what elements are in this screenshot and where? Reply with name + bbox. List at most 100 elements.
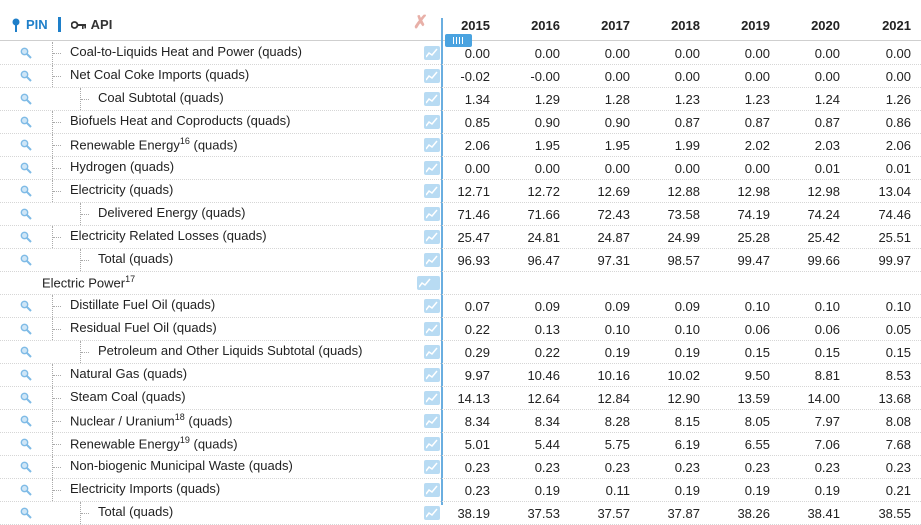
- year-header-2016: 2016: [531, 18, 560, 33]
- magnify-icon[interactable]: [20, 116, 32, 128]
- chart-icon[interactable]: [424, 483, 440, 497]
- splitter-drag-handle[interactable]: [445, 34, 472, 47]
- magnify-icon[interactable]: [20, 323, 32, 335]
- magnify-icon[interactable]: [20, 484, 32, 496]
- row-label-text: Net Coal Coke Imports (quads): [70, 67, 250, 82]
- value-cell-2019: 99.47: [737, 253, 770, 268]
- chart-icon[interactable]: [424, 391, 440, 405]
- value-cell-2016: 0.19: [534, 483, 560, 498]
- table-row: Renewable Energy19 (quads) 5.01 5.44 5.75 6.…: [0, 433, 921, 456]
- magnify-icon[interactable]: [20, 300, 32, 312]
- row-label-text: Natural Gas (quads): [70, 366, 188, 381]
- tree-connector: [80, 203, 89, 225]
- value-cell-2018: 12.90: [667, 391, 700, 406]
- chart-icon[interactable]: [424, 161, 440, 175]
- magnify-icon[interactable]: [20, 369, 32, 381]
- chart-icon[interactable]: [424, 138, 440, 152]
- magnify-icon[interactable]: [20, 208, 32, 220]
- value-cell-2017: 12.69: [597, 184, 630, 199]
- toolbar-divider: [57, 17, 61, 32]
- chart-icon[interactable]: [424, 368, 440, 382]
- magnify-icon[interactable]: [20, 70, 32, 82]
- value-cell-2015: 8.34: [464, 414, 490, 429]
- magnify-icon[interactable]: [20, 392, 32, 404]
- magnify-icon[interactable]: [20, 415, 32, 427]
- row-label: Coal Subtotal (quads): [98, 90, 224, 105]
- value-cell-2021: 0.00: [885, 69, 911, 84]
- value-cell-2015: 9.97: [464, 368, 490, 383]
- value-cell-2015: 0.00: [464, 161, 490, 176]
- table-row: Electricity (quads) 12.71 12.72 12.69 12.88 1…: [0, 180, 921, 203]
- magnify-icon[interactable]: [20, 461, 32, 473]
- value-cell-2020: 74.24: [807, 207, 840, 222]
- value-cell-2019: 0.06: [744, 322, 770, 337]
- row-label: Petroleum and Other Liquids Subtotal (qu…: [98, 343, 363, 358]
- chart-icon[interactable]: [424, 115, 440, 129]
- chart-icon[interactable]: [424, 253, 440, 267]
- key-icon[interactable]: [70, 20, 87, 30]
- table-row: Coal-to-Liquids Heat and Power (quads) 0.…: [0, 42, 921, 65]
- magnify-icon[interactable]: [20, 254, 32, 266]
- value-cell-2017: 8.28: [604, 414, 630, 429]
- value-cell-2019: 1.23: [744, 92, 770, 107]
- value-cell-2015: 71.46: [457, 207, 490, 222]
- value-cell-2017: 0.19: [604, 345, 630, 360]
- magnify-icon[interactable]: [20, 231, 32, 243]
- value-cell-2016: 8.34: [534, 414, 560, 429]
- chart-icon[interactable]: [424, 230, 440, 244]
- pin-button[interactable]: PIN: [26, 17, 48, 32]
- row-label: Natural Gas (quads): [70, 366, 187, 381]
- chart-icon[interactable]: [424, 207, 440, 221]
- column-splitter[interactable]: [441, 18, 443, 505]
- row-label: Total (quads): [98, 504, 173, 519]
- clear-selection-icon[interactable]: ✗: [413, 12, 429, 32]
- row-label-text: Renewable Energy: [70, 137, 180, 153]
- group-chart-toggle-icon[interactable]: [417, 276, 440, 290]
- magnify-icon[interactable]: [20, 507, 32, 519]
- chart-icon[interactable]: [424, 460, 440, 474]
- magnify-icon[interactable]: [20, 139, 32, 151]
- value-cell-2020: 0.19: [814, 483, 840, 498]
- pin-icon[interactable]: [10, 18, 22, 32]
- chart-icon[interactable]: [424, 184, 440, 198]
- tree-connector: [52, 295, 61, 317]
- value-cell-2020: 12.98: [807, 184, 840, 199]
- value-cell-2015: 96.93: [457, 253, 490, 268]
- value-cell-2017: 37.57: [597, 506, 630, 521]
- chart-icon[interactable]: [424, 92, 440, 106]
- tree-connector: [52, 410, 61, 432]
- chart-icon[interactable]: [424, 299, 440, 313]
- magnify-icon[interactable]: [20, 93, 32, 105]
- value-cell-2017: 5.75: [604, 437, 630, 452]
- chart-icon[interactable]: [424, 345, 440, 359]
- row-label-text: Biofuels Heat and Coproducts (quads): [70, 113, 291, 128]
- footnote-ref[interactable]: 16: [179, 136, 190, 146]
- chart-icon[interactable]: [424, 322, 440, 336]
- magnify-icon[interactable]: [20, 185, 32, 197]
- footnote-ref[interactable]: 17: [125, 274, 136, 284]
- magnify-icon[interactable]: [20, 438, 32, 450]
- value-cell-2017: 12.84: [597, 391, 630, 406]
- tree-connector: [52, 226, 61, 248]
- chart-icon[interactable]: [424, 46, 440, 60]
- chart-icon[interactable]: [424, 69, 440, 83]
- row-label: Steam Coal (quads): [70, 389, 186, 404]
- value-cell-2019: 0.10: [744, 299, 770, 314]
- chart-icon[interactable]: [424, 437, 440, 451]
- value-cell-2019: 38.26: [737, 506, 770, 521]
- table-row: Electricity Related Losses (quads) 25.47 2…: [0, 226, 921, 249]
- footnote-ref[interactable]: 19: [179, 435, 190, 445]
- magnify-icon[interactable]: [20, 162, 32, 174]
- value-cell-2018: 0.87: [674, 115, 700, 130]
- value-cell-2018: 73.58: [667, 207, 700, 222]
- value-cell-2018: 1.99: [674, 138, 700, 153]
- value-cell-2017: 0.23: [604, 460, 630, 475]
- chart-icon[interactable]: [424, 414, 440, 428]
- api-button[interactable]: API: [90, 17, 113, 32]
- footnote-ref[interactable]: 18: [174, 412, 185, 422]
- value-cell-2019: 25.28: [737, 230, 770, 245]
- row-label-text: Steam Coal (quads): [70, 389, 186, 404]
- value-cell-2017: 0.00: [604, 69, 630, 84]
- magnify-icon[interactable]: [20, 47, 32, 59]
- magnify-icon[interactable]: [20, 346, 32, 358]
